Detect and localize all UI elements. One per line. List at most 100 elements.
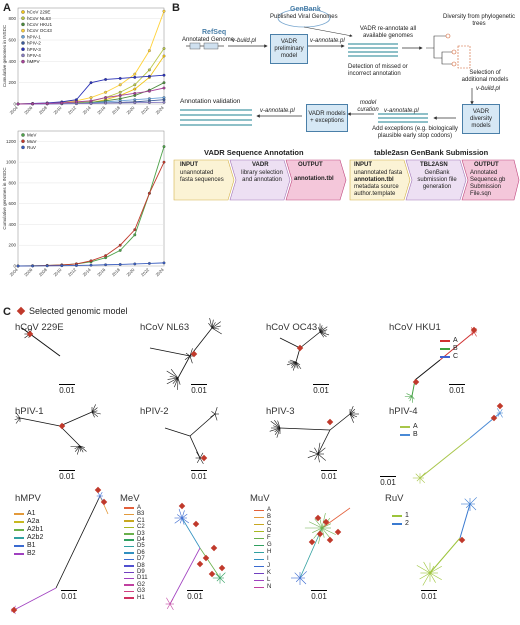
tree-branch: [314, 447, 319, 455]
tree-branch: [185, 352, 191, 357]
validated-genomes-icon: [180, 109, 252, 126]
legend-label: C2: [137, 524, 145, 531]
submission-output-heading: OUTPUT: [474, 162, 499, 168]
tree-branch: [176, 514, 183, 519]
tree-branch: [416, 565, 431, 574]
legend-label: C1: [137, 517, 145, 524]
tree-branch: [349, 411, 356, 415]
data-point: [147, 191, 151, 195]
tree-branch: [167, 377, 179, 380]
tree-branch: [55, 495, 101, 589]
tree-branch: [277, 420, 281, 429]
tree-branch: [423, 561, 431, 574]
data-point: [74, 264, 78, 267]
legend-label: A2b1: [27, 526, 44, 533]
legend-item: D5: [124, 543, 148, 549]
legend-swatch: [14, 537, 24, 539]
tree-branch: [319, 329, 328, 333]
tree-branch: [174, 377, 179, 388]
data-point: [89, 96, 93, 100]
x-tick-label: 2004: [9, 105, 20, 116]
x-tick-label: 2016: [96, 267, 107, 278]
legend-item: F: [254, 535, 272, 542]
legend-swatch: [21, 133, 25, 137]
data-point: [118, 243, 122, 247]
tree-branch: [319, 331, 325, 338]
plot-frame: [17, 130, 165, 267]
data-point: [147, 49, 151, 53]
tree-branch: [499, 408, 503, 414]
add-exceptions-label: Add exceptions (e.g. biologically plausi…: [372, 126, 458, 139]
tree-branch: [465, 503, 471, 509]
legend-item: C: [254, 521, 272, 528]
legend-label: D9: [137, 569, 145, 576]
tree-branch: [91, 407, 98, 413]
selected-model-marker: [100, 498, 108, 506]
reannotated-genomes-icon: [348, 43, 398, 57]
selected-model-marker: [196, 560, 204, 568]
x-tick-label: 2020: [125, 267, 136, 278]
data-point: [31, 264, 35, 268]
legend-swatch: [254, 509, 264, 512]
tree-branch: [312, 527, 323, 533]
data-point: [45, 102, 49, 105]
legend-label: I: [267, 556, 269, 562]
legend-swatch: [440, 340, 450, 342]
tree-branch: [91, 404, 96, 413]
panel-label-c: C: [3, 306, 11, 318]
data-point: [162, 100, 166, 104]
tree-branch: [416, 477, 421, 482]
legend-item: C2: [124, 524, 148, 530]
legend-label: G2: [137, 581, 146, 588]
x-tick-label: 2004: [9, 267, 20, 278]
tree-branch: [216, 577, 221, 582]
tree-branch: [299, 577, 307, 585]
legend-swatch: [124, 539, 134, 541]
data-point: [162, 81, 166, 85]
tree-branch: [91, 411, 99, 417]
selected-model-marker: [412, 378, 420, 386]
tree-branch: [349, 408, 356, 415]
vadr-diversity-box: VADR diversity models: [462, 104, 500, 134]
submission-input-a: unannotated fasta: [354, 170, 403, 176]
tree-title-hpiv-3: hPIV-3: [266, 406, 295, 417]
data-point: [162, 9, 166, 13]
seqann-output-heading: OUTPUT: [298, 162, 323, 168]
tree-branch: [499, 412, 503, 418]
legend-item: 1: [392, 512, 409, 520]
tree-branch: [319, 325, 323, 333]
scale-bar-hcov-229e: 0.01: [59, 384, 75, 395]
tree-branch: [59, 411, 93, 427]
tree-branch: [270, 421, 281, 429]
legend-swatch: [124, 577, 134, 580]
data-point: [133, 233, 137, 237]
legend-swatch: [14, 513, 24, 515]
tree-branch: [406, 393, 413, 397]
tree-branch: [349, 413, 354, 423]
annotated-genome-icon: [186, 42, 224, 50]
legend-swatch: [124, 597, 134, 599]
tree-branch: [279, 337, 301, 349]
legend-item: D: [254, 528, 272, 535]
legend-item: A2b1: [14, 526, 43, 534]
legend-item: A: [440, 337, 458, 345]
tree-title-hcov-oc43: hCoV OC43: [266, 322, 318, 333]
tree-branch: [299, 527, 323, 579]
legend-swatch: [124, 590, 134, 593]
tree-branch: [99, 491, 103, 497]
data-point: [16, 264, 20, 268]
tree-branch: [189, 348, 193, 357]
legend-item: B: [254, 514, 272, 521]
tree-branch: [178, 508, 183, 519]
tree-title-ruv: RuV: [385, 493, 404, 504]
legend-label: J: [267, 563, 270, 569]
tree-branch: [79, 445, 85, 448]
legend-label: A: [137, 505, 142, 511]
tree-branch: [411, 395, 414, 403]
refseq-label: RefSeq: [202, 29, 227, 36]
y-axis-label: Cumulative genomes in INSDC: [2, 167, 7, 230]
tree-branch: [211, 327, 222, 335]
data-point: [147, 261, 151, 265]
legend-label: G: [267, 542, 272, 548]
legend-item: A: [254, 507, 272, 514]
